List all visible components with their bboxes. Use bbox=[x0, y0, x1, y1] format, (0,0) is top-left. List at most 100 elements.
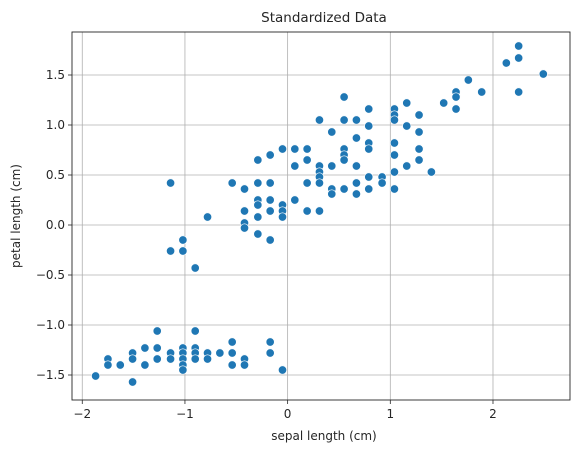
data-point bbox=[389, 115, 399, 125]
y-axis: −1.5 −1.0 −0.5 0.0 0.5 1.0 1.5 bbox=[36, 68, 72, 382]
data-point bbox=[514, 53, 524, 63]
data-point bbox=[265, 348, 275, 358]
grid bbox=[72, 32, 570, 400]
data-point bbox=[351, 161, 361, 171]
data-point bbox=[253, 178, 263, 188]
data-point bbox=[314, 178, 325, 188]
data-point bbox=[414, 144, 424, 154]
data-point bbox=[253, 212, 263, 222]
data-point bbox=[103, 360, 113, 370]
data-point bbox=[351, 115, 361, 125]
data-point bbox=[178, 235, 188, 245]
y-tick-label: −0.5 bbox=[36, 268, 65, 282]
plot-frame bbox=[71, 31, 571, 401]
data-point bbox=[364, 172, 374, 182]
data-point bbox=[227, 348, 237, 358]
data-point bbox=[227, 360, 237, 370]
data-point bbox=[351, 133, 361, 143]
data-point bbox=[290, 195, 300, 205]
data-point bbox=[302, 178, 312, 188]
data-point bbox=[451, 92, 461, 102]
y-axis-label: petal length (cm) bbox=[9, 164, 23, 268]
data-point bbox=[414, 110, 424, 120]
data-point bbox=[239, 223, 250, 233]
data-point bbox=[414, 155, 424, 165]
x-tick-label: −1 bbox=[176, 407, 194, 421]
data-point bbox=[439, 98, 449, 108]
data-point bbox=[277, 144, 288, 154]
data-point bbox=[178, 365, 188, 375]
data-point bbox=[402, 161, 412, 171]
data-point bbox=[538, 69, 548, 79]
data-point bbox=[364, 121, 374, 131]
data-point bbox=[302, 155, 312, 165]
data-point bbox=[128, 377, 138, 387]
data-point bbox=[239, 360, 250, 370]
data-point bbox=[339, 155, 349, 165]
data-point bbox=[166, 246, 176, 256]
data-point bbox=[140, 343, 150, 353]
x-tick-label: 0 bbox=[284, 407, 292, 421]
data-point bbox=[115, 360, 125, 370]
chart-title: Standardized Data bbox=[261, 10, 387, 26]
data-point bbox=[227, 178, 237, 188]
y-tick-label: 1.0 bbox=[46, 118, 65, 132]
x-axis-label: sepal length (cm) bbox=[271, 429, 376, 443]
data-point bbox=[265, 337, 275, 347]
data-point bbox=[190, 263, 200, 273]
data-point bbox=[339, 92, 349, 102]
data-point bbox=[202, 212, 213, 222]
data-point bbox=[451, 104, 461, 114]
data-point bbox=[277, 212, 288, 222]
x-tick-label: −2 bbox=[73, 407, 91, 421]
data-point bbox=[190, 326, 200, 336]
data-point bbox=[265, 195, 275, 205]
data-point bbox=[514, 41, 524, 51]
data-point bbox=[402, 98, 412, 108]
data-point bbox=[426, 167, 436, 177]
data-points bbox=[91, 41, 548, 387]
data-point bbox=[166, 354, 176, 364]
data-point bbox=[364, 104, 374, 114]
y-tick-label: 0.0 bbox=[46, 218, 65, 232]
data-point bbox=[152, 343, 162, 353]
y-tick-label: −1.0 bbox=[36, 318, 65, 332]
data-point bbox=[389, 150, 399, 160]
data-point bbox=[514, 87, 524, 97]
data-point bbox=[327, 161, 337, 171]
data-point bbox=[265, 150, 275, 160]
x-axis: −2 −1 0 1 2 bbox=[73, 400, 497, 421]
x-tick-label: 1 bbox=[386, 407, 394, 421]
data-point bbox=[239, 206, 250, 216]
data-point bbox=[501, 58, 511, 68]
data-point bbox=[140, 360, 150, 370]
data-point bbox=[91, 371, 101, 381]
data-point bbox=[190, 354, 200, 364]
data-point bbox=[339, 115, 349, 125]
data-point bbox=[327, 127, 337, 137]
y-tick-label: 1.5 bbox=[46, 68, 65, 82]
data-point bbox=[215, 348, 225, 358]
data-point bbox=[389, 138, 399, 148]
data-point bbox=[302, 206, 312, 216]
y-tick-label: −1.5 bbox=[36, 368, 65, 382]
data-point bbox=[253, 200, 263, 210]
data-point bbox=[351, 189, 361, 199]
data-point bbox=[477, 87, 487, 97]
data-point bbox=[277, 365, 288, 375]
data-point bbox=[302, 144, 312, 154]
data-point bbox=[152, 326, 162, 336]
data-point bbox=[314, 115, 325, 125]
data-point bbox=[389, 184, 399, 194]
data-point bbox=[253, 229, 263, 239]
data-point bbox=[152, 354, 162, 364]
data-point bbox=[414, 127, 424, 137]
data-point bbox=[364, 144, 374, 154]
data-point bbox=[290, 144, 300, 154]
data-point bbox=[389, 167, 399, 177]
data-point bbox=[166, 178, 176, 188]
data-point bbox=[178, 246, 188, 256]
data-point bbox=[402, 121, 412, 131]
